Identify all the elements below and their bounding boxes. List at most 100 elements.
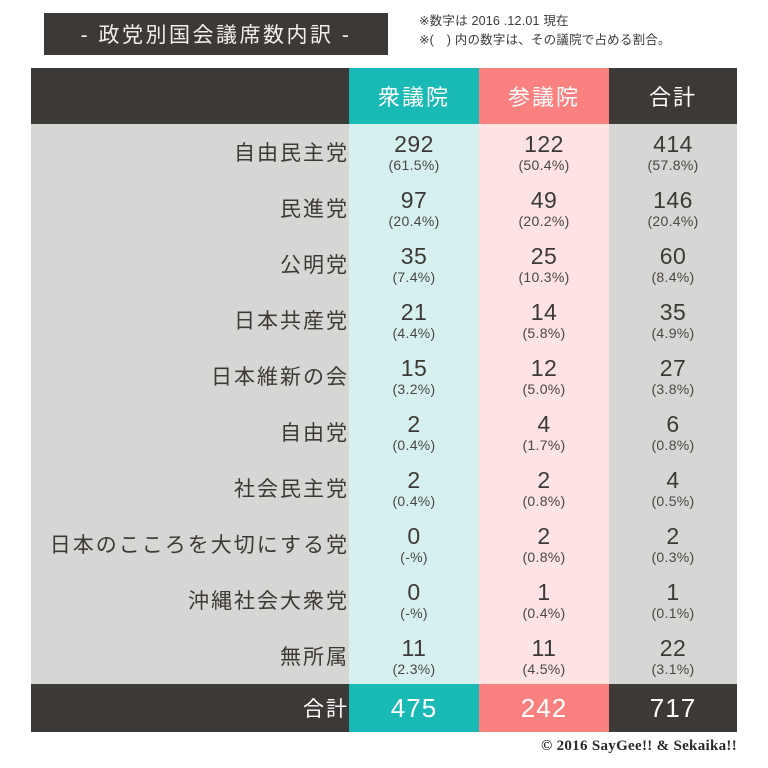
- seat-percentage: (4.9%): [651, 324, 695, 341]
- seat-count: 2: [407, 410, 421, 437]
- seat-percentage: (50.4%): [518, 156, 570, 173]
- table-foot: 合計 475 242 717: [31, 684, 737, 732]
- seat-count: 49: [530, 186, 558, 213]
- seat-cell-shugiin: 0 (-%): [349, 516, 479, 572]
- note-line-percent: ※( ) 内の数字は、その議院で占める割合。: [419, 33, 671, 47]
- total-overall: 717: [609, 684, 737, 732]
- seat-percentage: (0.4%): [392, 436, 436, 453]
- seat-cell-total: 146 (20.4%): [609, 180, 737, 236]
- notes-block: ※数字は 2016 .12.01 現在 ※( ) 内の数字は、その議院で占める割…: [419, 13, 671, 48]
- seat-percentage: (4.4%): [392, 324, 436, 341]
- seat-cell-total: 6 (0.8%): [609, 404, 737, 460]
- seat-count: 4: [666, 466, 680, 493]
- seat-cell-sangiin: 25 (10.3%): [479, 236, 609, 292]
- seat-count: 15: [400, 354, 428, 381]
- seat-count: 122: [524, 130, 564, 157]
- seat-cell-sangiin: 14 (5.8%): [479, 292, 609, 348]
- table-body: 自由民主党 292 (61.5%) 122 (50.4%) 414 (57.8%) 民進党 97…: [31, 124, 737, 684]
- seat-percentage: (10.3%): [518, 268, 570, 285]
- party-name-cell: 日本維新の会: [31, 348, 349, 404]
- page-title: - 政党別国会議席数内訳 -: [44, 13, 388, 55]
- party-name-cell: 沖縄社会大衆党: [31, 572, 349, 628]
- seat-percentage: (5.0%): [522, 380, 566, 397]
- seat-cell-shugiin: 0 (-%): [349, 572, 479, 628]
- column-header-shugiin: 衆議院: [349, 68, 479, 124]
- seat-cell-sangiin: 1 (0.4%): [479, 572, 609, 628]
- seat-count: 4: [537, 410, 551, 437]
- party-name-cell: 民進党: [31, 180, 349, 236]
- seat-count: 2: [537, 466, 551, 493]
- column-header-party: [31, 68, 349, 124]
- seat-count: 11: [401, 634, 427, 661]
- table-row: 自由民主党 292 (61.5%) 122 (50.4%) 414 (57.8%): [31, 124, 737, 180]
- seat-cell-sangiin: 2 (0.8%): [479, 516, 609, 572]
- seat-cell-total: 27 (3.8%): [609, 348, 737, 404]
- seat-count: 1: [666, 578, 680, 605]
- seat-percentage: (8.4%): [651, 268, 695, 285]
- seat-cell-sangiin: 2 (0.8%): [479, 460, 609, 516]
- seat-percentage: (0.4%): [522, 604, 566, 621]
- seat-cell-sangiin: 12 (5.0%): [479, 348, 609, 404]
- column-header-sangiin: 参議院: [479, 68, 609, 124]
- seat-count: 2: [537, 522, 551, 549]
- column-header-total: 合計: [609, 68, 737, 124]
- seat-percentage: (0.5%): [651, 492, 695, 509]
- seat-count: 25: [530, 242, 558, 269]
- table-header-row: 衆議院 参議院 合計: [31, 68, 737, 124]
- seat-cell-total: 1 (0.1%): [609, 572, 737, 628]
- seat-count: 6: [666, 410, 680, 437]
- seat-count: 27: [659, 354, 687, 381]
- seat-percentage: (0.8%): [651, 436, 695, 453]
- seat-cell-shugiin: 15 (3.2%): [349, 348, 479, 404]
- seat-percentage: (-%): [400, 604, 428, 621]
- seat-count: 414: [653, 130, 693, 157]
- seat-percentage: (57.8%): [647, 156, 699, 173]
- seat-count: 12: [530, 354, 558, 381]
- seat-count: 0: [407, 578, 421, 605]
- seat-count: 2: [407, 466, 421, 493]
- seat-cell-sangiin: 4 (1.7%): [479, 404, 609, 460]
- seat-cell-sangiin: 49 (20.2%): [479, 180, 609, 236]
- seat-percentage: (-%): [400, 548, 428, 565]
- note-line-date: ※数字は 2016 .12.01 現在: [419, 14, 569, 28]
- copyright-credit: © 2016 SayGee!! & Sekaika!!: [541, 738, 737, 754]
- seat-count: 11: [531, 634, 557, 661]
- table-row: 日本のこころを大切にする党 0 (-%) 2 (0.8%) 2 (0.3%): [31, 516, 737, 572]
- seat-cell-total: 22 (3.1%): [609, 628, 737, 684]
- table-row: 民進党 97 (20.4%) 49 (20.2%) 146 (20.4%): [31, 180, 737, 236]
- seat-cell-total: 2 (0.3%): [609, 516, 737, 572]
- seat-cell-sangiin: 122 (50.4%): [479, 124, 609, 180]
- seat-count: 2: [666, 522, 680, 549]
- seat-cell-shugiin: 35 (7.4%): [349, 236, 479, 292]
- seat-percentage: (0.4%): [392, 492, 436, 509]
- seat-count: 22: [659, 634, 687, 661]
- seat-percentage: (61.5%): [388, 156, 440, 173]
- table-row: 沖縄社会大衆党 0 (-%) 1 (0.4%) 1 (0.1%): [31, 572, 737, 628]
- seat-cell-total: 414 (57.8%): [609, 124, 737, 180]
- seat-percentage: (1.7%): [522, 436, 566, 453]
- seat-cell-total: 60 (8.4%): [609, 236, 737, 292]
- table-head: 衆議院 参議院 合計: [31, 68, 737, 124]
- seat-cell-sangiin: 11 (4.5%): [479, 628, 609, 684]
- seat-count: 97: [400, 186, 428, 213]
- seat-count: 0: [407, 522, 421, 549]
- seat-percentage: (0.8%): [522, 492, 566, 509]
- seat-cell-total: 4 (0.5%): [609, 460, 737, 516]
- party-name-cell: 自由民主党: [31, 124, 349, 180]
- seat-cell-shugiin: 21 (4.4%): [349, 292, 479, 348]
- seat-count: 14: [530, 298, 558, 325]
- table-row: 社会民主党 2 (0.4%) 2 (0.8%) 4 (0.5%): [31, 460, 737, 516]
- party-name-cell: 社会民主党: [31, 460, 349, 516]
- seat-count: 146: [653, 186, 693, 213]
- table-total-row: 合計 475 242 717: [31, 684, 737, 732]
- seat-count: 21: [400, 298, 428, 325]
- seat-cell-total: 35 (4.9%): [609, 292, 737, 348]
- seat-percentage: (7.4%): [392, 268, 436, 285]
- seat-percentage: (20.4%): [388, 212, 440, 229]
- seat-percentage: (3.8%): [651, 380, 695, 397]
- table-row: 無所属 11 (2.3%) 11 (4.5%) 22 (3.1%): [31, 628, 737, 684]
- seat-cell-shugiin: 97 (20.4%): [349, 180, 479, 236]
- seat-percentage: (4.5%): [522, 660, 566, 677]
- seat-count: 60: [659, 242, 687, 269]
- party-name-cell: 無所属: [31, 628, 349, 684]
